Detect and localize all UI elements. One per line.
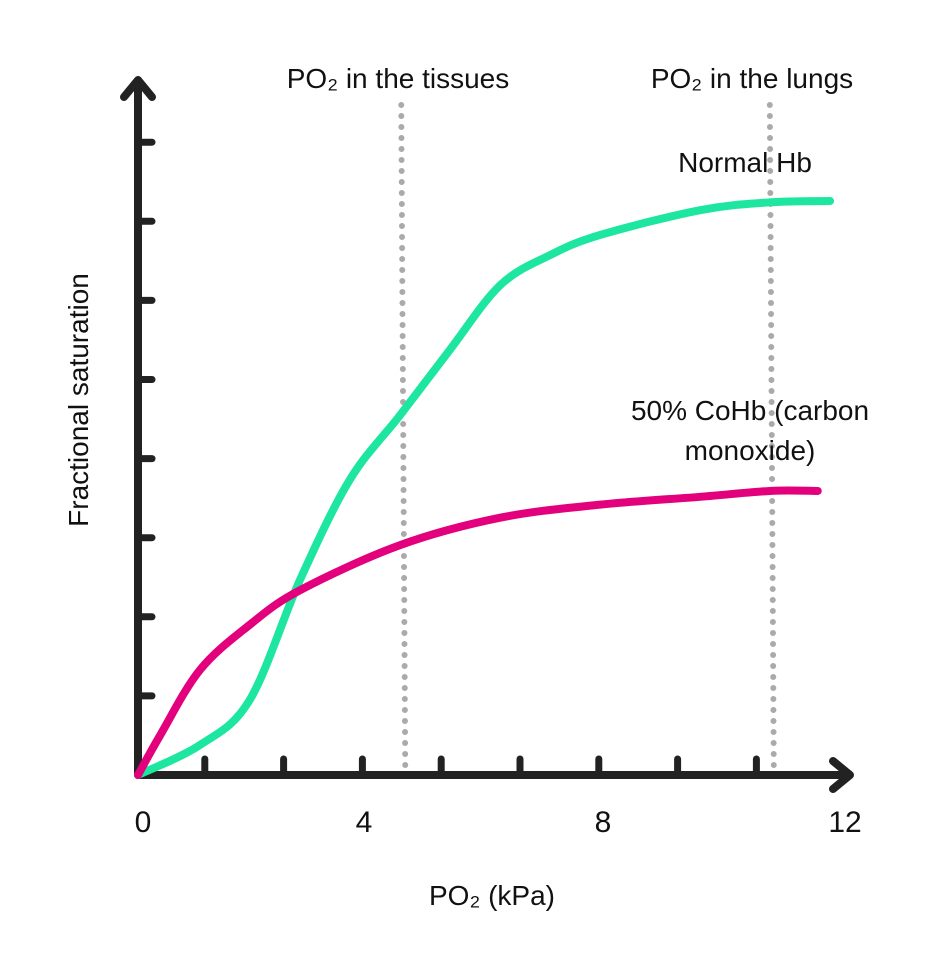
x-tick-label: 4 [356, 806, 373, 839]
reference-line [398, 102, 409, 773]
x-tick-label: 0 [135, 806, 152, 839]
ref-label-lungs: PO₂ in the lungs [651, 63, 853, 94]
ref-label-tissues: PO₂ in the tissues [287, 63, 510, 94]
reference-line [766, 102, 777, 773]
x-tick-label: 8 [595, 806, 612, 839]
series-label-cohb-line2: monoxide) [685, 435, 816, 466]
x-axis-arrow-icon [829, 757, 854, 793]
series-label-cohb-line1: 50% CoHb (carbon [631, 395, 869, 426]
series-label-normal-hb: Normal Hb [678, 147, 812, 178]
y-axis-arrow-icon [120, 76, 156, 101]
y-axis-label: Fractional saturation [63, 273, 94, 527]
x-axis-label: PO₂ (kPa) [429, 880, 555, 911]
normal-hb-curve [134, 197, 835, 779]
x-tick-label: 12 [828, 806, 861, 839]
cohb-curve [134, 486, 822, 779]
